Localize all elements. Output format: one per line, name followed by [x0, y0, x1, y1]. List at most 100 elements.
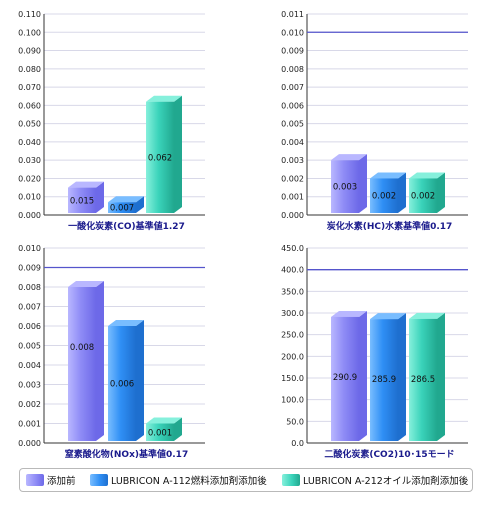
y-tick-label: 200.0	[281, 352, 304, 361]
y-tick-label: 0.003	[281, 156, 304, 165]
y-tick-label: 450.0	[281, 244, 304, 253]
chart-title: 窒素酸化物(NOx)基準値0.17	[65, 448, 188, 460]
chart-title: 炭化水素(HC)水素基準値0.17	[327, 220, 453, 232]
chart-panel-4: 0.0 50.0 100.0 150.0 200.0 250.0 300.0 350.0 400…	[281, 244, 468, 460]
y-tick-label: 0.110	[18, 10, 41, 19]
y-tick-label: 0.100	[18, 28, 41, 37]
bar	[68, 187, 96, 213]
data-label: 0.015	[70, 196, 94, 206]
bar	[331, 316, 359, 441]
y-tick-label: 0.090	[18, 47, 41, 56]
y-tick-label: 0.010	[18, 244, 41, 253]
legend: 添加前 LUBRICON A-112燃料添加剤添加後 LUBRICON A-21…	[19, 468, 473, 492]
bar-side	[174, 417, 182, 441]
data-label: 286.5	[411, 375, 435, 385]
bar-side	[398, 313, 406, 441]
data-label: 0.007	[110, 204, 134, 214]
bar-series-2: 285.9	[370, 313, 406, 441]
chart-panel-3: 0.000 0.001 0.002 0.003 0.004 0.005 0.006 0.007…	[18, 244, 205, 460]
y-tick-label: 0.010	[18, 193, 41, 202]
legend-label-a212: LUBRICON A-212オイル添加剤添加後	[303, 476, 469, 487]
bar-side	[359, 154, 367, 213]
y-tick-label: 0.007	[281, 83, 304, 92]
legend-swatch-a212	[282, 474, 300, 486]
y-tick-label: 0.004	[281, 138, 304, 147]
y-tick-label: 0.006	[281, 101, 304, 110]
bar-top	[108, 196, 144, 203]
y-tick-label: 0.060	[18, 101, 41, 110]
y-tick-label: 0.002	[18, 400, 41, 409]
bar	[331, 160, 359, 213]
y-tick-label: 0.008	[18, 283, 41, 292]
bar-top	[68, 181, 104, 188]
bar-series-3: 0.062	[146, 95, 182, 213]
bar	[370, 178, 398, 213]
y-tick-label: 0.000	[18, 211, 41, 220]
bar-series-1: 0.008	[68, 281, 104, 441]
chart-title: 二酸化炭素(CO2)10･15モード	[324, 448, 454, 460]
data-label: 0.002	[372, 192, 396, 202]
bar-top	[331, 154, 367, 161]
legend-swatch-a112	[90, 474, 108, 486]
y-tick-label: 0.007	[18, 303, 41, 312]
bar	[68, 287, 96, 441]
bar	[146, 101, 174, 213]
bar-side	[437, 172, 445, 213]
data-label: 290.9	[333, 373, 357, 383]
data-label: 0.006	[110, 380, 134, 390]
bar-top	[370, 172, 406, 179]
y-tick-label: 0.001	[18, 420, 41, 429]
y-tick-label: 0.040	[18, 138, 41, 147]
legend-item-before: 添加前	[26, 473, 76, 487]
bar	[370, 319, 398, 441]
bar-top	[409, 172, 445, 179]
chart-panel-2: 0.000 0.001 0.002 0.003 0.004 0.005 0.006 0.007…	[281, 10, 468, 232]
bar-side	[96, 181, 104, 213]
bar-top	[108, 320, 144, 326]
y-tick-label: 0.005	[281, 120, 304, 129]
y-tick-label: 0.002	[281, 174, 304, 183]
bar-top	[331, 310, 367, 317]
bar-top	[370, 313, 406, 320]
bar-series-3: 286.5	[409, 312, 445, 441]
y-tick-label: 0.011	[281, 10, 304, 19]
bar-side	[174, 95, 182, 213]
y-tick-label: 250.0	[281, 331, 304, 340]
bar-series-1: 0.003	[331, 154, 367, 213]
legend-item-a112: LUBRICON A-112燃料添加剤添加後	[90, 473, 267, 487]
y-tick-label: 350.0	[281, 287, 304, 296]
bar-series-2: 0.006	[108, 320, 144, 441]
bar-side	[96, 281, 104, 441]
bar-series-2: 0.002	[370, 172, 406, 213]
y-tick-label: 150.0	[281, 374, 304, 383]
bar-series-2: 0.007	[108, 196, 144, 214]
data-label: 0.002	[411, 192, 435, 202]
chart-panel-1: 0.000 0.010 0.020 0.030 0.040 0.050 0.060 0.070…	[18, 10, 205, 232]
bar-side	[136, 196, 144, 213]
y-tick-label: 0.050	[18, 120, 41, 129]
bar	[146, 423, 174, 441]
y-tick-label: 400.0	[281, 266, 304, 275]
legend-label-before: 添加前	[47, 476, 76, 487]
bar	[108, 326, 136, 441]
y-tick-label: 300.0	[281, 309, 304, 318]
data-label: 0.062	[148, 153, 172, 163]
bar	[108, 202, 136, 213]
bar-top	[409, 312, 445, 319]
y-tick-label: 0.009	[281, 47, 304, 56]
bar	[409, 178, 437, 213]
bar-side	[136, 320, 144, 441]
bar-series-1: 0.015	[68, 181, 104, 213]
y-tick-label: 0.030	[18, 156, 41, 165]
y-tick-label: 0.009	[18, 264, 41, 273]
chart-title: 一酸化炭素(CO)基準値1.27	[68, 220, 185, 232]
legend-item-a212: LUBRICON A-212オイル添加剤添加後	[282, 473, 468, 487]
y-tick-label: 0.003	[18, 381, 41, 390]
bar-series-3: 0.001	[146, 417, 182, 441]
data-label: 0.003	[333, 183, 357, 193]
y-tick-label: 100.0	[281, 396, 304, 405]
bar-series-3: 0.002	[409, 172, 445, 213]
y-tick-label: 0.004	[18, 361, 41, 370]
y-tick-label: 0.000	[18, 439, 41, 448]
y-tick-label: 0.000	[281, 211, 304, 220]
